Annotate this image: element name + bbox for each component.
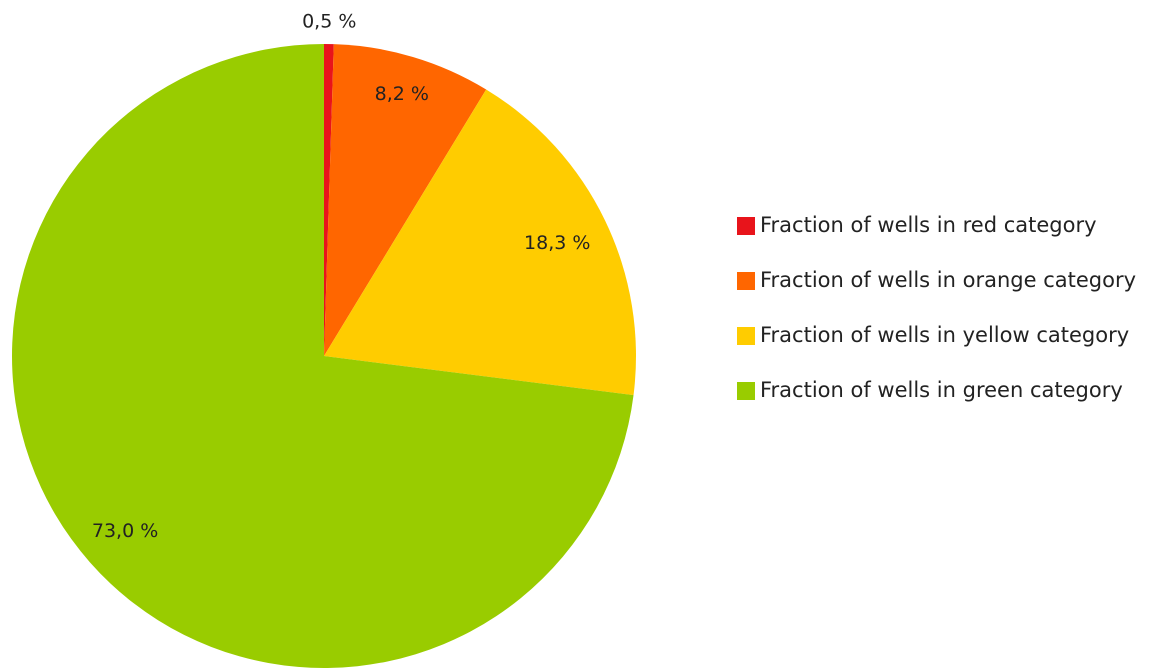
legend-label: Fraction of wells in yellow category bbox=[760, 323, 1129, 347]
legend-label: Fraction of wells in green category bbox=[760, 378, 1123, 402]
value-label: 8,2 % bbox=[375, 83, 429, 105]
legend-swatch bbox=[737, 272, 755, 290]
legend-swatch bbox=[737, 382, 755, 400]
pie-slice bbox=[11, 44, 634, 668]
value-label: 73,0 % bbox=[92, 520, 158, 542]
legend-label: Fraction of wells in orange category bbox=[760, 268, 1136, 292]
value-label: 0,5 % bbox=[302, 11, 356, 33]
pie-slice bbox=[324, 89, 636, 396]
legend-swatch bbox=[737, 217, 755, 235]
pie-slice bbox=[324, 44, 334, 356]
legend-label: Fraction of wells in red category bbox=[760, 213, 1097, 237]
value-label: 18,3 % bbox=[524, 232, 590, 254]
legend-swatch bbox=[737, 327, 755, 345]
pie-slice bbox=[324, 44, 487, 356]
